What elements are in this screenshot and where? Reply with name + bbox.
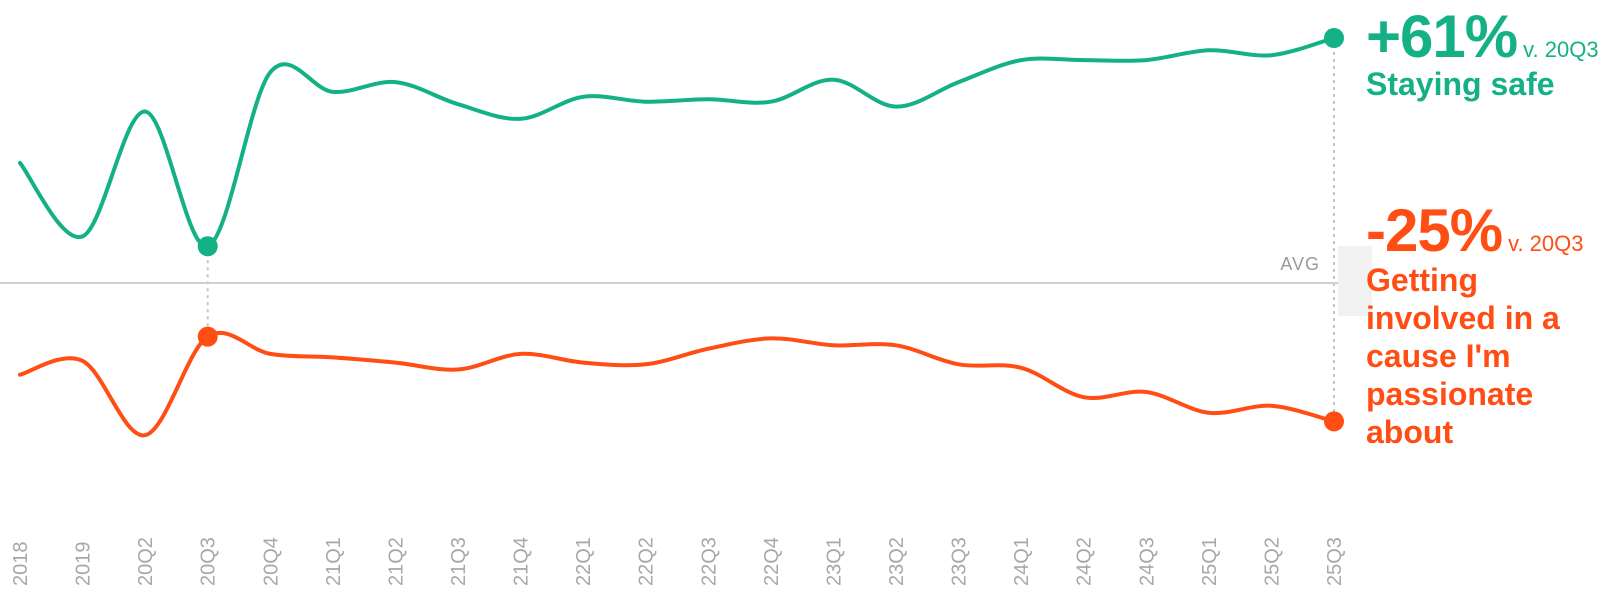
x-tick-label: 20Q3 <box>198 537 220 586</box>
x-tick-label: 24Q3 <box>1136 537 1158 586</box>
series-label: Staying safe <box>1366 66 1555 102</box>
avg-reference: AVG <box>0 254 1338 284</box>
x-tick-label: 22Q2 <box>636 537 658 586</box>
x-tick-label: 2018 <box>10 542 32 587</box>
x-tick-label: 25Q2 <box>1261 537 1283 586</box>
series-line-0 <box>18 36 1336 249</box>
change-value: -25% <box>1366 197 1503 264</box>
highlight-points <box>197 28 1344 432</box>
change-value: +61% <box>1366 3 1518 70</box>
guide-lines <box>206 38 1335 422</box>
x-tick-label: 21Q1 <box>323 537 345 586</box>
x-tick-label: 21Q2 <box>385 537 407 586</box>
x-tick-label: 25Q1 <box>1199 537 1221 586</box>
x-tick-label: 20Q2 <box>135 537 157 586</box>
x-tick-label: 23Q2 <box>886 537 908 586</box>
x-tick-label: 25Q3 <box>1324 537 1346 586</box>
series-0-point-25Q3 <box>1324 28 1344 48</box>
change-reference: v. 20Q3 <box>1508 231 1584 256</box>
callout-getting-involved: -25% v. 20Q3 Getting involved in a cause … <box>1366 196 1596 451</box>
change-reference: v. 20Q3 <box>1523 37 1599 62</box>
series-line-1 <box>18 330 1336 438</box>
x-tick-label: 24Q2 <box>1074 537 1096 586</box>
x-axis-ticks: 2018 2019 20Q2 20Q3 20Q4 21Q1 21Q2 21Q3 21Q4 22Q1… <box>10 537 1346 586</box>
x-tick-label: 24Q1 <box>1011 537 1033 586</box>
avg-label-background <box>1338 246 1372 316</box>
x-tick-label: 22Q4 <box>761 537 783 586</box>
series-lines <box>18 36 1336 438</box>
x-tick-label: 23Q3 <box>949 537 971 586</box>
series-label: Getting involved in a cause I'm passiona… <box>1366 262 1560 450</box>
callout-staying-safe: +61% v. 20Q3 Staying safe <box>1366 2 1599 103</box>
x-tick-label: 2019 <box>73 542 95 587</box>
x-tick-label: 22Q1 <box>573 537 595 586</box>
series-1-point-20Q3 <box>197 326 218 347</box>
avg-label: AVG <box>1280 254 1320 274</box>
x-tick-label: 21Q4 <box>511 537 533 586</box>
series-0-point-20Q3 <box>197 236 218 257</box>
x-tick-label: 20Q4 <box>260 537 282 586</box>
x-tick-label: 23Q1 <box>823 537 845 586</box>
x-tick-label: 21Q3 <box>448 537 470 586</box>
series-1-point-25Q3 <box>1324 411 1344 432</box>
x-tick-label: 22Q3 <box>698 537 720 586</box>
